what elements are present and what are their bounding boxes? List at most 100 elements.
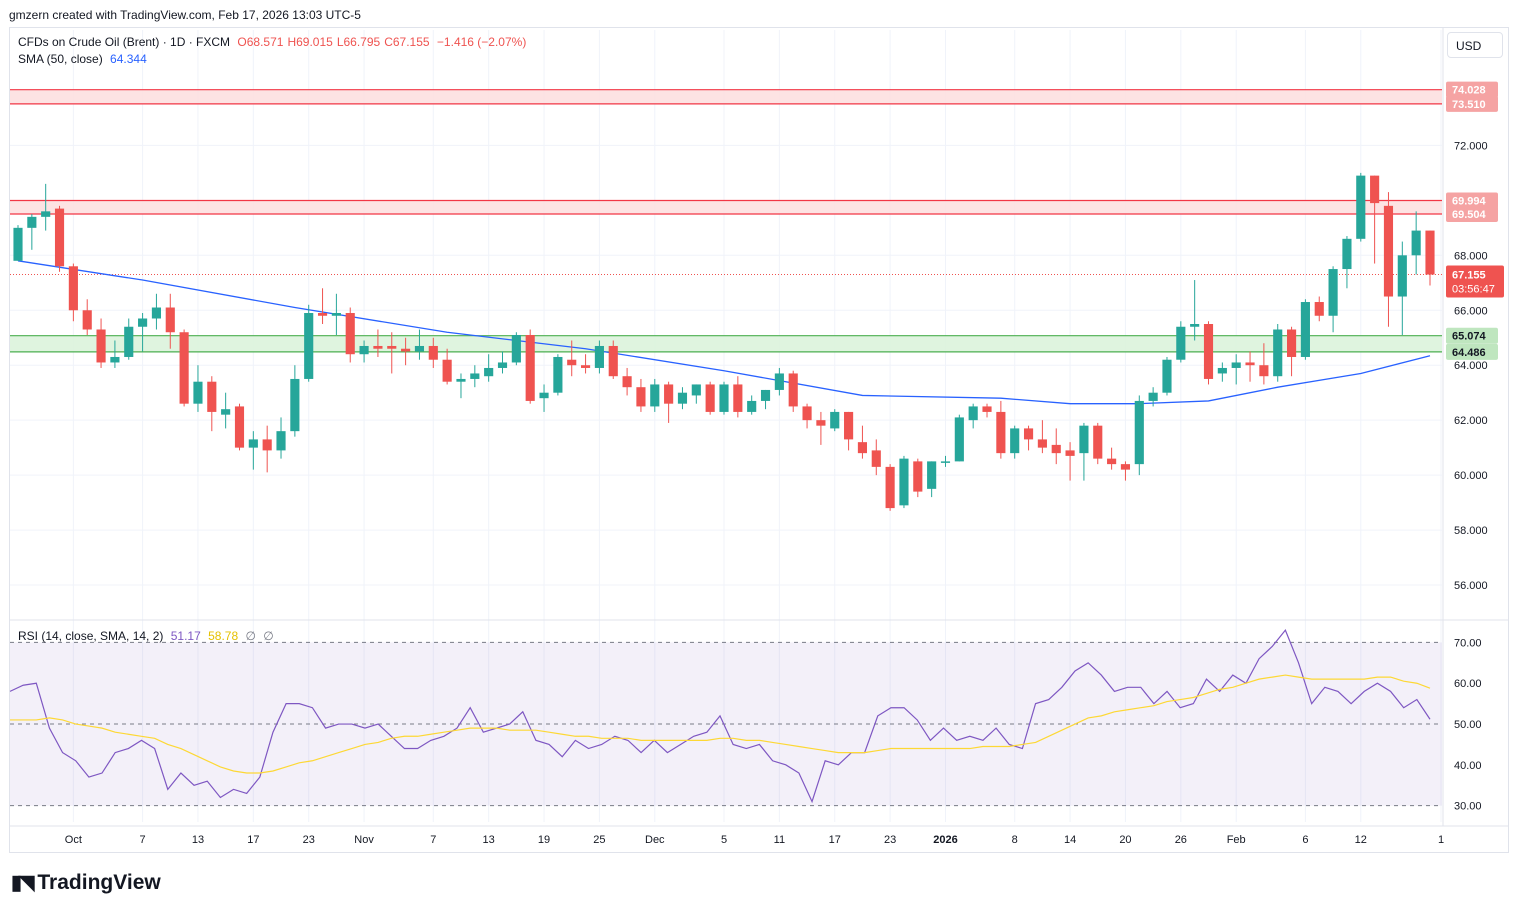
candle-body[interactable] [276,431,286,451]
candle-body[interactable] [774,373,784,390]
candle-body[interactable] [1010,428,1020,454]
candle-body[interactable] [1023,428,1034,440]
candle-body[interactable] [760,389,771,401]
candle-body[interactable] [885,466,895,509]
candle-body[interactable] [1356,175,1366,239]
candle-body[interactable] [373,345,383,349]
candle-body[interactable] [857,442,867,454]
candle-body[interactable] [719,384,729,412]
candle-body[interactable] [1107,458,1117,465]
candle-body[interactable] [151,307,161,319]
candle-body[interactable] [1217,367,1227,374]
candle-body[interactable] [1245,362,1255,366]
candle-body[interactable] [428,345,438,360]
candle-body[interactable] [553,356,563,393]
candle-body[interactable] [940,461,951,463]
candle-body[interactable] [68,266,78,311]
candle-body[interactable] [913,461,923,492]
candle-body[interactable] [138,318,148,327]
candle-body[interactable] [871,450,881,467]
candle-body[interactable] [1273,329,1283,377]
candle-body[interactable] [1093,425,1103,459]
candle-body[interactable] [387,345,397,349]
candle-body[interactable] [1383,205,1394,297]
candle-body[interactable] [594,345,604,368]
candle-body[interactable] [677,392,688,404]
candle-body[interactable] [13,227,23,261]
candle-body[interactable] [802,406,812,421]
candle-body[interactable] [1342,238,1352,270]
candle-body[interactable] [747,400,757,412]
candle-body[interactable] [844,411,854,440]
candle-body[interactable] [442,359,452,382]
candle-body[interactable] [262,439,272,451]
candle-body[interactable] [650,384,660,407]
candle-body[interactable] [456,378,466,382]
candle-body[interactable] [525,334,535,401]
candle-body[interactable] [788,373,798,407]
candle-body[interactable] [1314,302,1324,316]
candle-body[interactable] [317,313,328,316]
candle-body[interactable] [622,376,632,388]
tradingview-brand[interactable]: ▮◥ TradingView [11,870,161,895]
candle-body[interactable] [705,384,715,412]
candle-body[interactable] [331,313,341,316]
candle-body[interactable] [1231,362,1241,368]
candle-body[interactable] [470,373,480,379]
candle-body[interactable] [1190,324,1200,327]
candle-body[interactable] [830,411,840,429]
candle-body[interactable] [401,348,411,352]
candle-body[interactable] [248,439,258,448]
candle-body[interactable] [1065,450,1075,456]
candle-body[interactable] [414,345,425,352]
candle-body[interactable] [1411,230,1421,256]
candle-body[interactable] [41,211,51,217]
candle-body[interactable] [1120,464,1131,470]
candle-body[interactable] [1148,392,1158,401]
currency-button[interactable]: USD [1447,32,1503,58]
candle-body[interactable] [899,458,909,506]
candle-body[interactable] [567,359,577,366]
candle-body[interactable] [581,365,591,368]
candle-body[interactable] [193,381,203,404]
candle-body[interactable] [1134,400,1144,465]
candle-body[interactable] [664,384,674,404]
candle-body[interactable] [124,326,134,357]
candle-body[interactable] [27,216,37,228]
candle-body[interactable] [1397,255,1407,297]
candle-body[interactable] [345,313,355,355]
candle-body[interactable] [234,406,245,448]
candle-body[interactable] [1425,230,1435,275]
candle-body[interactable] [1203,324,1214,379]
candle-body[interactable] [497,362,508,368]
candle-body[interactable] [207,381,217,412]
candle-body[interactable] [733,384,743,412]
candle-body[interactable] [1370,175,1380,204]
candle-body[interactable] [484,367,494,377]
candle-body[interactable] [608,345,618,377]
candle-body[interactable] [927,461,937,489]
symbol-name[interactable]: CFDs on Crude Oil (Brent) · 1D · FXCM [18,35,231,49]
candle-body[interactable] [110,356,120,363]
candle-body[interactable] [1176,326,1186,360]
candle-body[interactable] [304,313,314,379]
candle-body[interactable] [1328,269,1338,316]
candle-body[interactable] [96,329,106,363]
candle-body[interactable] [1162,359,1172,393]
sma-legend[interactable]: SMA (50, close) 64.344 [18,52,151,66]
candle-body[interactable] [691,384,701,396]
candle-body[interactable] [982,406,992,412]
candle-body[interactable] [968,406,978,421]
candle-body[interactable] [54,208,65,267]
rsi-legend[interactable]: RSI (14, close, SMA, 14, 2) 51.17 58.78 … [18,629,278,643]
candle-body[interactable] [1259,365,1269,377]
candle-body[interactable] [179,332,189,404]
candle-body[interactable] [290,378,300,432]
candle-body[interactable] [82,310,92,330]
candle-body[interactable] [996,411,1006,454]
candle-body[interactable] [511,334,521,363]
candle-body[interactable] [221,409,231,415]
candle-body[interactable] [1079,425,1089,454]
candle-body[interactable] [359,345,369,355]
